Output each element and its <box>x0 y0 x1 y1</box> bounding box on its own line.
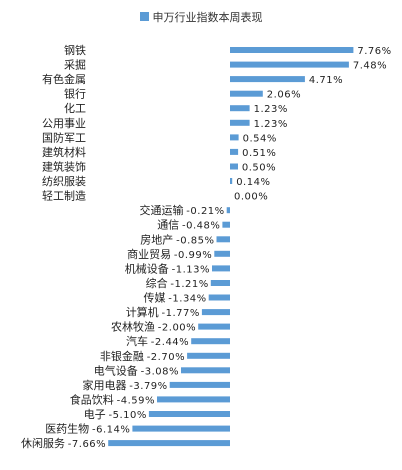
category-label: 家用电器 <box>83 378 127 392</box>
category-label: 轻工制造 <box>42 189 86 203</box>
bar-19 <box>201 309 230 316</box>
data-label: -3.79% <box>129 381 167 392</box>
data-label: -2.70% <box>147 352 185 363</box>
bar-21 <box>191 338 230 345</box>
data-label: 1.23% <box>254 119 288 130</box>
category-label: 公用事业 <box>42 117 86 130</box>
category-label: 建筑装饰 <box>42 160 86 174</box>
category-label: 休闲服务 <box>21 436 65 450</box>
bar-13 <box>222 221 230 228</box>
bar-8 <box>230 148 239 155</box>
bar-15 <box>214 250 230 257</box>
data-label: 0.14% <box>236 177 270 188</box>
legend-label: 申万行业指数本周表现 <box>152 11 263 24</box>
bar-2 <box>230 61 349 68</box>
category-label: 电子 <box>84 408 106 421</box>
bar-3 <box>230 76 305 83</box>
data-label: 0.51% <box>242 148 276 159</box>
data-label: 4.71% <box>309 75 343 86</box>
data-label: -0.85% <box>176 235 214 246</box>
bar-12 <box>226 207 230 214</box>
bar-20 <box>198 323 230 330</box>
data-label: -0.21% <box>186 206 224 217</box>
data-label: 2.06% <box>267 90 301 101</box>
bar-22 <box>187 352 230 359</box>
bar-10 <box>230 178 233 184</box>
data-label: 0.50% <box>242 163 276 174</box>
category-label: 计算机 <box>126 305 159 319</box>
category-label: 银行 <box>64 87 86 101</box>
bar-5 <box>230 105 250 112</box>
category-label: 钢铁 <box>64 44 86 57</box>
category-label: 机械设备 <box>125 261 169 275</box>
category-label: 房地产 <box>140 232 173 246</box>
bar-26 <box>148 411 230 417</box>
category-label: 传媒 <box>144 292 166 305</box>
category-label: 采掘 <box>64 58 86 72</box>
bar-18 <box>208 294 230 301</box>
data-label: 7.48% <box>353 61 387 72</box>
data-label: -3.08% <box>141 366 179 377</box>
category-label: 化工 <box>64 101 86 115</box>
category-label: 国防军工 <box>42 130 86 144</box>
data-label: -0.48% <box>182 221 220 232</box>
category-label: 非银金融 <box>100 349 144 363</box>
category-label: 商业贸易 <box>127 247 171 261</box>
category-label: 医药生物 <box>45 422 89 436</box>
data-label: -1.21% <box>170 279 208 290</box>
data-label: -6.14% <box>92 425 130 436</box>
data-label: -1.34% <box>168 294 206 305</box>
category-label: 综合 <box>146 276 168 290</box>
data-label: -5.10% <box>109 410 147 421</box>
bar-1 <box>230 47 354 53</box>
category-label: 农林牧渔 <box>111 320 155 334</box>
bar-28 <box>108 440 230 447</box>
category-label: 建筑材料 <box>42 145 86 159</box>
bar-14 <box>216 236 230 243</box>
category-label: 食品饮料 <box>70 392 114 406</box>
bar-9 <box>230 163 238 170</box>
bar-25 <box>157 396 230 403</box>
bar-23 <box>181 367 230 374</box>
data-label: -7.66% <box>68 439 106 450</box>
data-label: 7.76% <box>357 46 391 57</box>
data-label: -1.13% <box>172 264 210 275</box>
chart-legend: 申万行业指数本周表现 <box>0 9 402 25</box>
data-label: 0.54% <box>243 133 277 144</box>
data-label: -2.44% <box>151 337 189 348</box>
category-label: 交通运输 <box>140 203 184 217</box>
bar-16 <box>212 265 230 272</box>
legend-swatch <box>139 12 149 21</box>
category-label: 汽车 <box>126 334 148 348</box>
data-label: -1.77% <box>162 308 200 319</box>
bar-6 <box>230 119 250 126</box>
data-label: 1.23% <box>254 104 288 115</box>
data-label: -0.99% <box>174 250 212 261</box>
data-label: -4.59% <box>117 395 155 406</box>
bar-27 <box>132 425 230 432</box>
bar-4 <box>230 90 263 97</box>
bar-7 <box>230 134 239 141</box>
category-label: 有色金属 <box>42 72 86 86</box>
category-label: 纺织服装 <box>42 174 86 188</box>
bar-24 <box>169 381 230 388</box>
data-label: -2.00% <box>158 323 196 334</box>
category-label: 电气设备 <box>94 363 138 377</box>
bar-17 <box>210 280 230 286</box>
category-label: 通信 <box>157 219 179 232</box>
data-label: 0.00% <box>234 192 268 203</box>
